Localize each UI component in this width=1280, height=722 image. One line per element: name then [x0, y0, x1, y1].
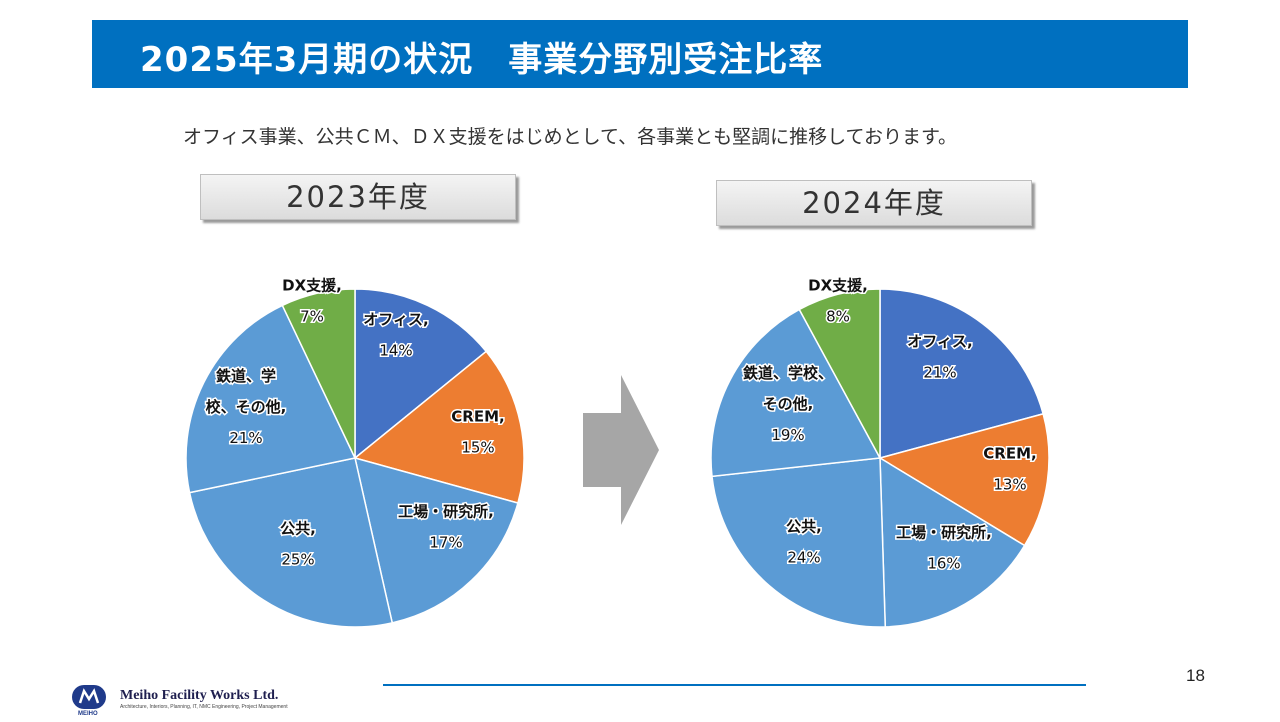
pie-label-office: オフィス, 21%: [907, 333, 972, 382]
pie-slice-crem: [878, 412, 1050, 547]
pie-slice-office: [354, 288, 488, 460]
page-number: 18: [1186, 666, 1205, 685]
logo-mark-text: MEIHO: [78, 711, 98, 717]
year-label-2023: 2023年度: [200, 174, 516, 220]
page-title: 2025年3月期の状況 事業分野別受注比率: [140, 40, 824, 80]
pie-slice-office: [879, 288, 1045, 459]
pie-slice-factory-lab: [879, 456, 1026, 628]
pie-label-railway-school-other: 鉄道、学校、その他, 21%: [206, 367, 287, 447]
pie-slice-dx-support: [798, 288, 881, 459]
pie-slice-public: [711, 457, 887, 628]
company-tagline: Architecture, Interiors, Planning, IT, N…: [120, 704, 288, 710]
company-name: Meiho Facility Works Ltd.: [120, 688, 279, 703]
title-bar: 2025年3月期の状況 事業分野別受注比率: [92, 20, 1188, 88]
pie-slice-factory-lab: [353, 456, 519, 624]
pie-slice-crem: [353, 350, 525, 504]
footer-divider: [383, 684, 1086, 686]
pie-slice-public: [188, 457, 394, 628]
right-arrow-icon: [583, 375, 659, 525]
pie-label-crem: CREM, 13%: [983, 445, 1036, 494]
pie-label-office: オフィス, 14%: [363, 311, 428, 360]
pie-label-dx-support: DX支援, 8%: [808, 277, 868, 326]
pie-slice-railway-school-other: [185, 304, 357, 494]
pie-label-factory-lab: 工場・研究所, 17%: [398, 503, 494, 552]
pie-slice-railway-school-other: [710, 308, 882, 478]
pie-chart-2023: オフィス, 14% CREM, 15% 工場・研究所, 17% 公共, 25% 鉄道、学校、その…: [185, 275, 525, 628]
year-label-2024: 2024年度: [716, 180, 1032, 226]
pie-slice-dx-support: [281, 288, 356, 459]
pie-label-factory-lab: 工場・研究所, 16%: [896, 524, 992, 573]
pie-label-dx-support: DX支援, 7%: [282, 277, 342, 326]
pie-label-public: 公共, 25%: [280, 520, 316, 569]
pie-label-public: 公共, 24%: [786, 518, 822, 567]
page-subtitle: オフィス事業、公共ＣＭ、ＤＸ支援をはじめとして、各事業とも堅調に推移しております…: [183, 126, 958, 148]
meiho-logo-icon: [72, 685, 106, 709]
pie-label-crem: CREM, 15%: [451, 408, 504, 457]
pie-label-railway-school-other: 鉄道、学校、その他, 19%: [743, 364, 833, 444]
pie-chart-2024: オフィス, 21% CREM, 13% 工場・研究所, 16% 公共, 24% 鉄道、学校、その…: [710, 275, 1050, 628]
